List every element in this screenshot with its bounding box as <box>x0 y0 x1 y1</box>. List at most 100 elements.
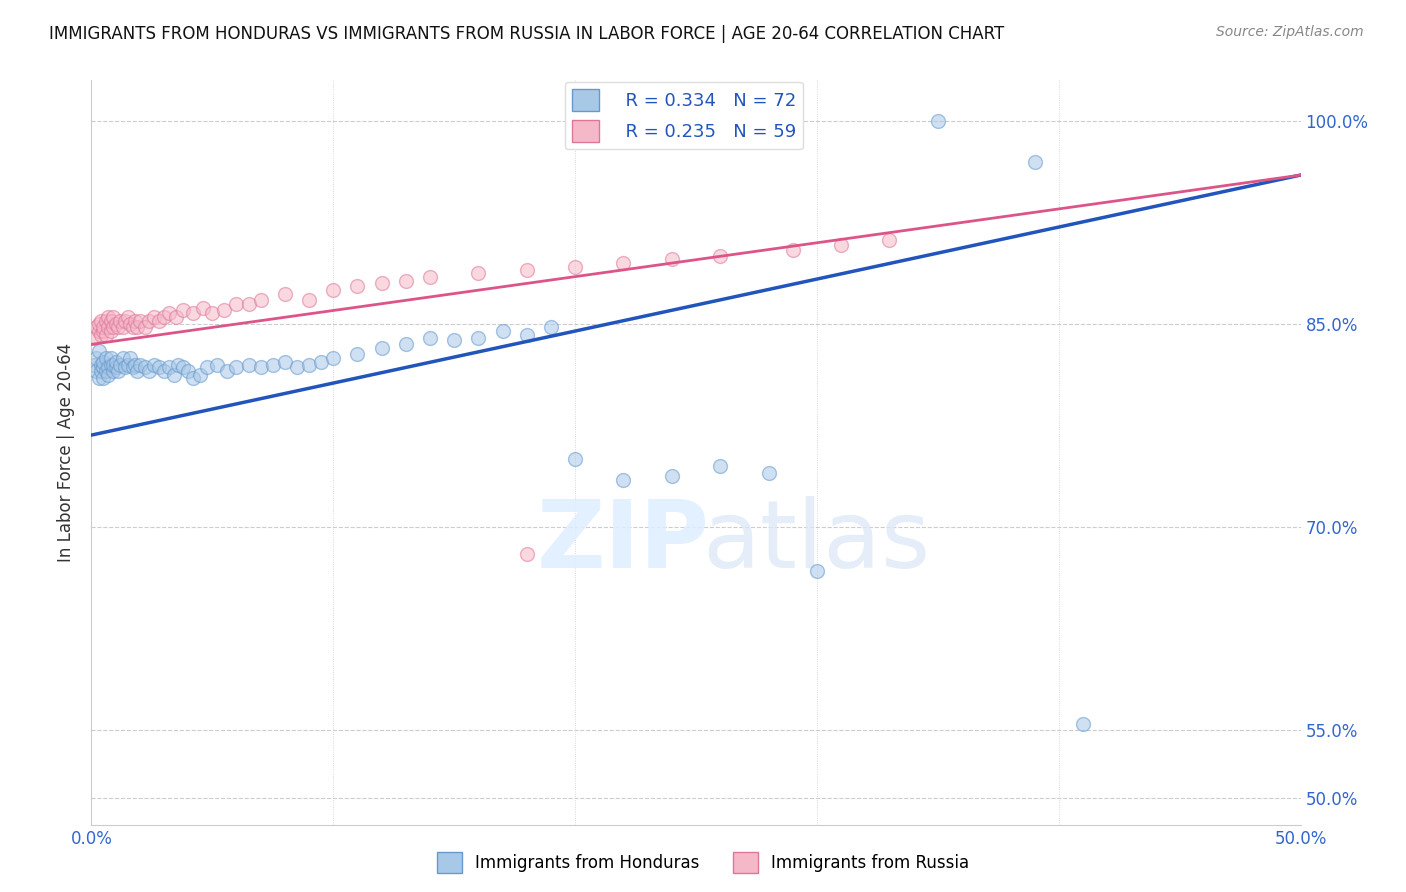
Point <box>114 360 136 375</box>
Point <box>97 360 120 375</box>
Point <box>117 358 139 372</box>
Point <box>104 355 127 369</box>
Point <box>90 358 112 372</box>
Point <box>134 319 156 334</box>
Point <box>111 351 134 365</box>
Point <box>101 358 124 372</box>
Point <box>370 277 392 291</box>
Point <box>661 252 683 266</box>
Point <box>177 364 200 378</box>
Point <box>782 243 804 257</box>
Point <box>90 364 112 378</box>
Point <box>167 358 190 372</box>
Point <box>124 358 146 372</box>
Point <box>346 279 368 293</box>
Point <box>443 333 465 347</box>
Point <box>93 371 115 385</box>
Point <box>709 249 731 263</box>
Point <box>249 293 271 307</box>
Point <box>90 327 112 342</box>
Point <box>419 269 441 284</box>
Point <box>830 238 852 252</box>
Point <box>94 364 117 378</box>
Point <box>927 114 949 128</box>
Point <box>121 360 143 375</box>
Point <box>110 358 132 372</box>
Point <box>661 468 683 483</box>
Point <box>93 319 115 334</box>
Point <box>127 364 149 378</box>
Point <box>419 330 441 344</box>
Point <box>111 319 134 334</box>
Point <box>153 364 176 378</box>
Point <box>153 310 176 325</box>
Point <box>249 360 271 375</box>
Point <box>298 293 321 307</box>
Point <box>121 319 143 334</box>
Legend:   R = 0.334   N = 72,   R = 0.235   N = 59: R = 0.334 N = 72, R = 0.235 N = 59 <box>565 82 803 149</box>
Point <box>806 564 828 578</box>
Point <box>128 314 150 328</box>
Point <box>467 330 489 344</box>
Point <box>97 368 120 383</box>
Point <box>516 263 538 277</box>
Point <box>101 319 124 334</box>
Point <box>101 310 124 325</box>
Point <box>1071 716 1094 731</box>
Text: IMMIGRANTS FROM HONDURAS VS IMMIGRANTS FROM RUSSIA IN LABOR FORCE | AGE 20-64 CO: IMMIGRANTS FROM HONDURAS VS IMMIGRANTS F… <box>49 25 1004 43</box>
Point <box>120 351 142 365</box>
Point <box>107 364 129 378</box>
Point <box>104 317 127 331</box>
Point <box>148 360 170 375</box>
Point <box>114 314 136 328</box>
Point <box>107 319 129 334</box>
Point <box>467 266 489 280</box>
Point <box>516 547 538 561</box>
Point <box>117 310 139 325</box>
Point <box>285 360 308 375</box>
Point <box>143 310 166 325</box>
Point <box>165 310 187 325</box>
Point <box>612 473 634 487</box>
Point <box>274 355 297 369</box>
Point <box>191 301 214 315</box>
Point <box>395 337 418 351</box>
Point <box>395 274 418 288</box>
Text: ZIP: ZIP <box>537 496 710 588</box>
Text: Source: ZipAtlas.com: Source: ZipAtlas.com <box>1216 25 1364 39</box>
Point <box>238 358 260 372</box>
Point <box>201 306 224 320</box>
Point <box>127 319 149 334</box>
Point <box>214 303 236 318</box>
Point <box>84 351 107 365</box>
Point <box>1024 154 1046 169</box>
Point <box>322 351 344 365</box>
Point <box>87 317 110 331</box>
Point <box>94 327 117 342</box>
Text: atlas: atlas <box>703 496 931 588</box>
Point <box>309 355 332 369</box>
Point <box>94 314 117 328</box>
Point <box>101 364 124 378</box>
Y-axis label: In Labor Force | Age 20-64: In Labor Force | Age 20-64 <box>58 343 76 562</box>
Point <box>124 314 146 328</box>
Point <box>84 364 107 378</box>
Point <box>758 466 780 480</box>
Point <box>370 342 392 356</box>
Point <box>100 324 122 338</box>
Point <box>540 319 562 334</box>
Point <box>84 319 107 334</box>
Point <box>143 358 166 372</box>
Point <box>298 358 321 372</box>
Point <box>181 371 204 385</box>
Point <box>100 358 122 372</box>
Point <box>128 358 150 372</box>
Point <box>83 358 105 372</box>
Point <box>100 314 122 328</box>
Point <box>134 360 156 375</box>
Point <box>564 260 586 275</box>
Point <box>104 360 127 375</box>
Point <box>225 297 247 311</box>
Point <box>87 324 110 338</box>
Point <box>879 233 901 247</box>
